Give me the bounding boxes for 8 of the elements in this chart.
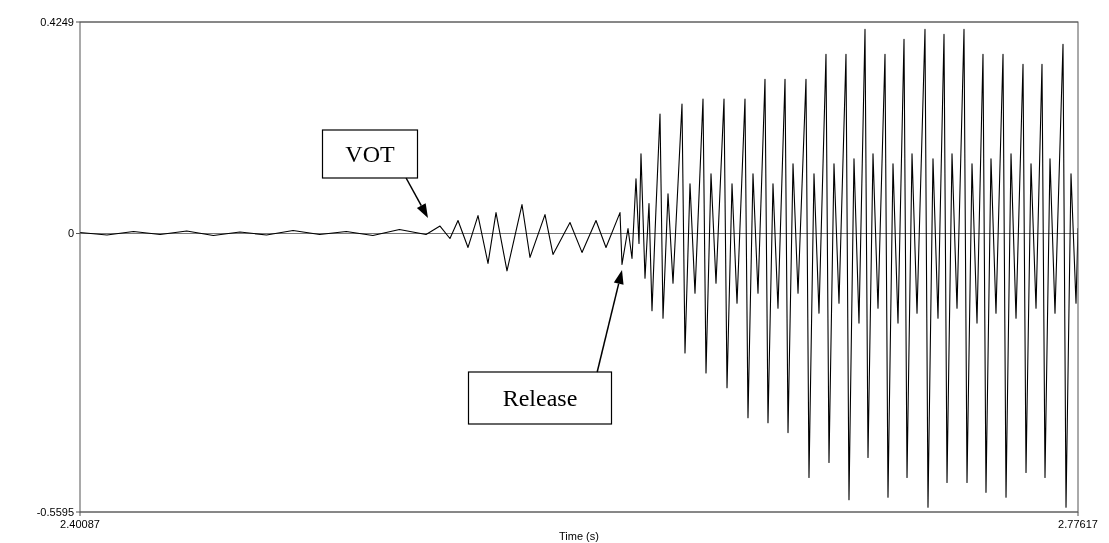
y-tick-label: -0.5595 (36, 505, 74, 518)
x-tick-label: 2.77617 (1058, 518, 1098, 530)
y-tick-label: 0.4249 (40, 15, 74, 28)
x-axis-title: Time (s) (559, 530, 599, 542)
annotation: VOT (345, 141, 395, 168)
x-tick-label: 2.40087 (60, 518, 100, 530)
y-tick-label: 0 (67, 227, 74, 240)
annotation: Release (502, 385, 578, 412)
